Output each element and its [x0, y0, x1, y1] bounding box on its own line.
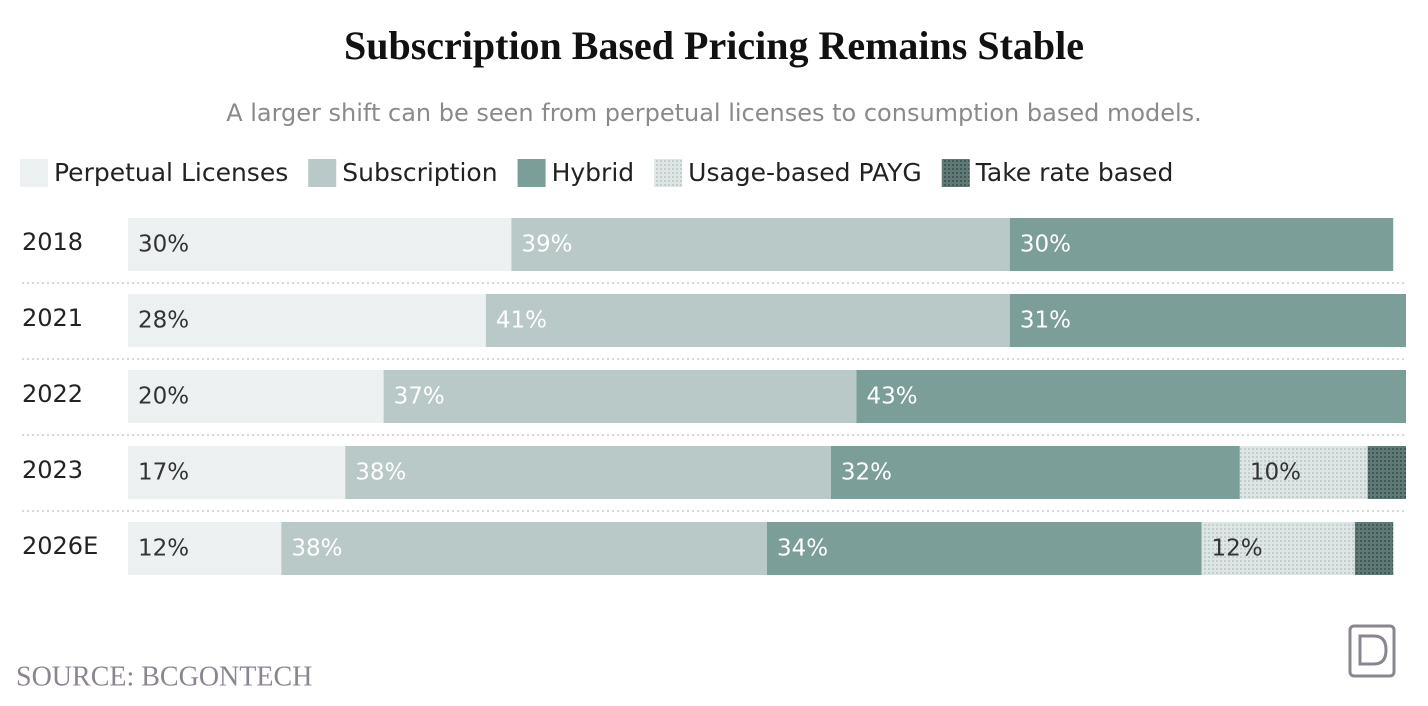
bar-segment [128, 446, 346, 499]
value-label: 10% [1250, 460, 1301, 486]
value-label: 20% [138, 384, 189, 410]
bar-segment [383, 370, 857, 423]
value-label: 38% [355, 460, 406, 486]
value-label: 32% [841, 460, 892, 486]
value-label: 34% [777, 536, 828, 562]
value-label: 43% [866, 384, 917, 410]
legend-label: Hybrid [552, 158, 635, 187]
logo [1348, 624, 1396, 678]
y-tick-label: 2026E [22, 532, 98, 560]
legend-label: Perpetual Licenses [54, 158, 288, 187]
bar-segment [1201, 522, 1355, 575]
value-label: 12% [138, 536, 189, 562]
bar-segment [1009, 294, 1406, 347]
value-label: 31% [1020, 308, 1071, 334]
bar-segment [281, 522, 767, 575]
bar-segment [128, 370, 384, 423]
y-tick-label: 2023 [22, 456, 83, 484]
bar-segment [856, 370, 1406, 423]
y-tick-label: 2018 [22, 228, 83, 256]
legend-label: Usage-based PAYG [688, 158, 922, 187]
bar-segment [830, 446, 1240, 499]
legend-swatch [654, 159, 683, 187]
chart-title: Subscription Based Pricing Remains Stabl… [344, 23, 1084, 68]
legend-swatch [517, 159, 546, 187]
chart-subtitle: A larger shift can be seen from perpetua… [226, 99, 1202, 127]
legend-label: Take rate based [975, 158, 1174, 187]
legend-swatch [308, 159, 337, 187]
value-label: 41% [496, 308, 547, 334]
value-label: 12% [1212, 536, 1263, 562]
bar-segment [1367, 446, 1406, 499]
value-label: 28% [138, 308, 189, 334]
y-tick-label: 2022 [22, 380, 83, 408]
value-label: 30% [138, 232, 189, 258]
source: SOURCE: BCGONTECH [16, 661, 312, 692]
legend-swatch [20, 159, 48, 187]
bar-segment [1239, 446, 1368, 499]
value-label: 30% [1020, 232, 1071, 258]
bar-segment [1009, 218, 1394, 271]
value-label: 39% [521, 232, 572, 258]
bar-segment [1354, 522, 1394, 575]
bar-segment [128, 218, 512, 271]
bar-segment [485, 294, 1010, 347]
bar-segment [128, 294, 486, 347]
value-label: 17% [138, 460, 189, 486]
legend-swatch [941, 159, 970, 187]
value-label: 38% [291, 536, 342, 562]
bar-segment [128, 522, 282, 575]
y-tick-label: 2021 [22, 304, 83, 332]
value-label: 37% [394, 384, 445, 410]
legend-label: Subscription [342, 158, 497, 187]
bar-segment [345, 446, 831, 499]
bar-segment [511, 218, 1010, 271]
bar-segment [767, 522, 1202, 575]
